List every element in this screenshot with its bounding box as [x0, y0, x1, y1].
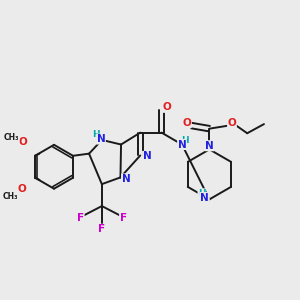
Text: F: F [98, 224, 105, 234]
Text: CH₃: CH₃ [4, 133, 19, 142]
Text: CH₃: CH₃ [3, 192, 19, 201]
Text: N: N [122, 174, 130, 184]
Text: H: H [198, 189, 206, 198]
Text: O: O [162, 102, 171, 112]
Text: F: F [120, 213, 127, 223]
Text: H: H [93, 130, 100, 139]
Text: O: O [18, 184, 27, 194]
Text: N: N [200, 193, 209, 202]
Text: O: O [19, 137, 27, 147]
Text: O: O [228, 118, 236, 128]
Text: N: N [142, 152, 151, 161]
Text: O: O [182, 118, 191, 128]
Text: F: F [77, 213, 84, 223]
Text: H: H [181, 136, 189, 145]
Text: N: N [97, 134, 105, 144]
Text: N: N [205, 141, 214, 151]
Text: N: N [178, 140, 186, 149]
